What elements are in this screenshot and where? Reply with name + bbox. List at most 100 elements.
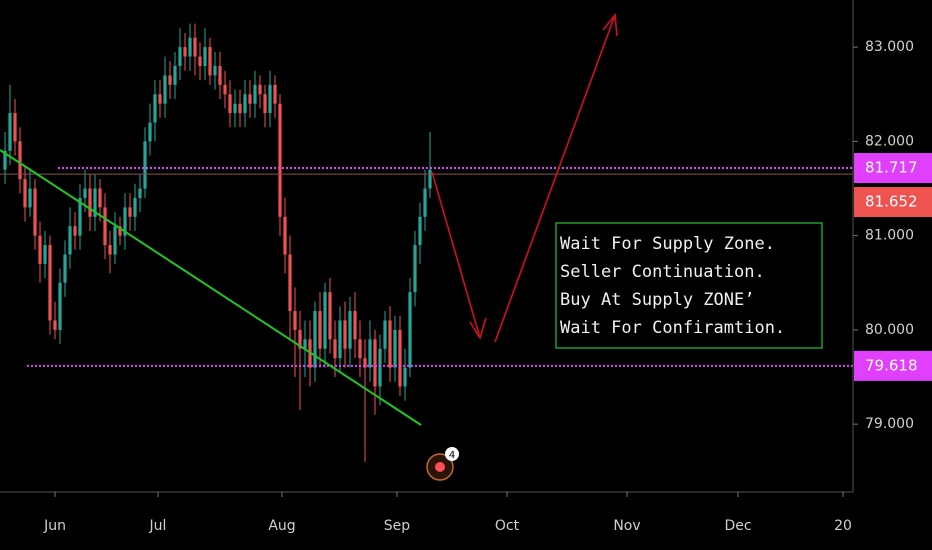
candle-body — [383, 320, 387, 349]
candle-body — [83, 188, 87, 198]
candle-body — [423, 188, 427, 217]
candle-body — [33, 188, 37, 236]
candle-body — [143, 141, 147, 189]
annotation-line: Wait For Supply Zone. — [560, 234, 775, 254]
price-label: 79.618 — [865, 356, 918, 374]
candle-body — [243, 94, 247, 114]
candle-body — [348, 311, 352, 349]
price-label-bg — [854, 153, 932, 184]
candle-body — [273, 84, 277, 104]
candle-body — [173, 65, 177, 85]
annotation-line: Buy At Supply ZONE’ — [560, 290, 754, 310]
candle-body — [238, 103, 242, 114]
annotation-line: Wait For Confiramtion. — [560, 318, 785, 338]
y-tick-label: 82.000 — [865, 133, 914, 149]
candle-body — [258, 84, 262, 95]
candle-body — [398, 329, 402, 387]
candle-body — [408, 292, 412, 368]
trendline — [0, 149, 422, 426]
candle-body — [28, 188, 32, 208]
candle-body — [248, 94, 252, 104]
candle-body — [198, 56, 202, 66]
candle-body — [208, 47, 212, 76]
candle-body — [53, 320, 57, 330]
y-tick-label: 83.000 — [865, 39, 914, 55]
candle-body — [213, 65, 217, 76]
candle-body — [358, 339, 362, 359]
candle-body — [8, 113, 12, 151]
candle-body — [148, 122, 152, 142]
candle-body — [418, 216, 422, 246]
x-tick-label: Dec — [724, 518, 751, 534]
candle-body — [403, 367, 407, 387]
candle-body — [108, 245, 112, 255]
candle-body — [183, 47, 187, 57]
candle-body — [73, 226, 77, 236]
x-tick-label: Oct — [495, 518, 520, 534]
candle-body — [393, 329, 397, 368]
x-tick-label: Jul — [149, 518, 167, 534]
annotation: Wait For Supply Zone. Seller Continuatio… — [560, 234, 785, 338]
price-label-bg — [854, 187, 932, 218]
candle-body — [68, 226, 72, 255]
candle-body — [188, 37, 192, 57]
candle-body — [128, 207, 132, 217]
candle-body — [3, 150, 7, 170]
x-tick-label: Jun — [43, 518, 66, 534]
candle-body — [368, 339, 372, 368]
candle-body — [228, 94, 232, 114]
candle-body — [318, 311, 322, 349]
candle-body — [158, 94, 162, 104]
candle-body — [103, 207, 107, 246]
candle-body — [153, 94, 157, 123]
candle-body — [333, 339, 337, 359]
y-tick-label: 79.000 — [865, 416, 914, 432]
y-tick-label: 80.000 — [865, 322, 914, 338]
candle-body — [303, 339, 307, 349]
annotation-line: Seller Continuation. — [560, 262, 765, 282]
candle-body — [218, 65, 222, 85]
candle-body — [363, 358, 367, 368]
candle-body — [118, 226, 122, 236]
x-tick-label: Sep — [384, 518, 411, 534]
candle-body — [223, 84, 227, 95]
candle-body — [288, 254, 292, 312]
candle-body — [38, 235, 42, 264]
candle-body — [293, 311, 297, 330]
x-tick-label: 20 — [834, 518, 852, 534]
candle-body — [388, 320, 392, 368]
y-tick-label: 81.000 — [865, 228, 914, 244]
annotation-box — [555, 222, 823, 349]
candle-body — [233, 103, 237, 114]
x-tick-label: Aug — [268, 518, 295, 534]
candle-body — [138, 188, 142, 198]
candle-body — [283, 216, 287, 255]
plot-area — [0, 23, 853, 462]
arrow-head — [602, 12, 618, 37]
candle-body — [78, 197, 82, 236]
price-label: 81.652 — [865, 193, 918, 211]
candle-body — [43, 245, 47, 264]
badge-count: 4 — [449, 450, 455, 461]
candle-body — [378, 348, 382, 387]
candle-body — [263, 94, 267, 114]
candle-body — [18, 141, 22, 180]
candle-body — [278, 103, 282, 217]
price-label-bg — [854, 350, 932, 381]
badge-count-bg — [445, 447, 459, 461]
candle-body — [133, 197, 137, 217]
candle-body — [63, 254, 67, 283]
candle-body — [48, 245, 52, 321]
candle-body — [268, 84, 272, 114]
candle-body — [413, 245, 417, 293]
candle-body — [58, 282, 62, 330]
candle-body — [98, 188, 102, 208]
candle-body — [343, 320, 347, 349]
candle-body — [253, 84, 257, 104]
candle-body — [93, 188, 97, 217]
x-tick-label: Nov — [613, 518, 640, 534]
candle-body — [338, 320, 342, 359]
candle-body — [373, 339, 377, 387]
candle-body — [178, 47, 182, 66]
